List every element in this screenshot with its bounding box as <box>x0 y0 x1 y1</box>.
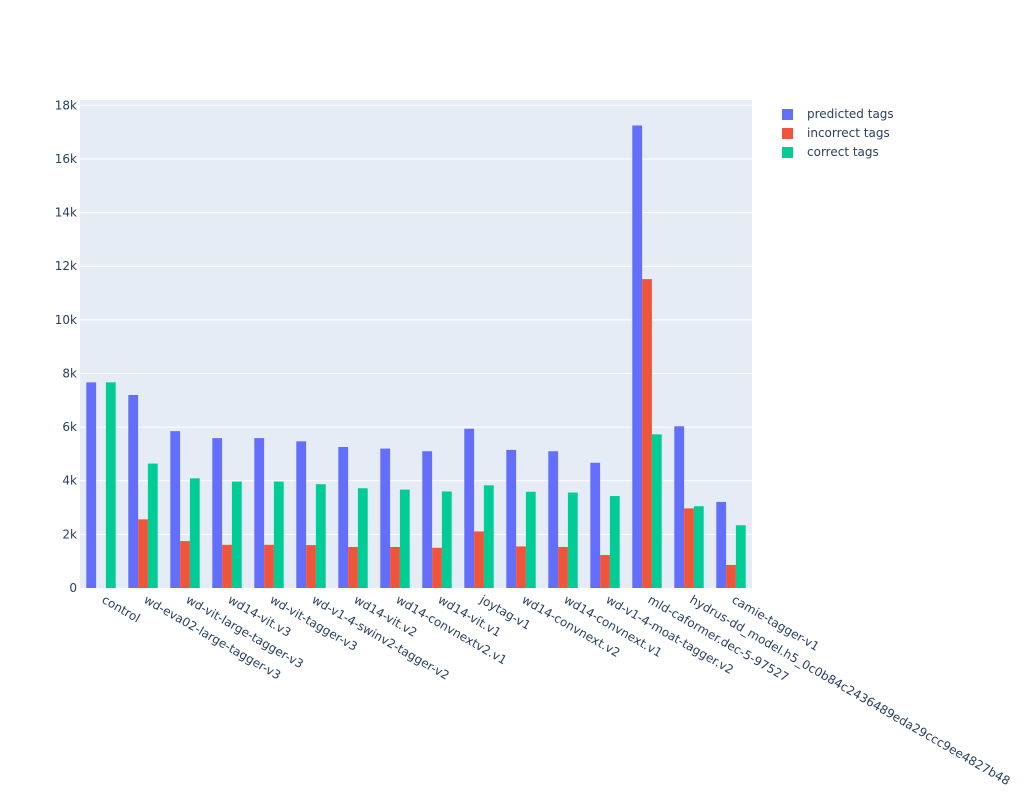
y-tick-label: 2k <box>62 527 77 541</box>
y-tick-label: 12k <box>55 259 77 273</box>
bar-correct-tags[interactable] <box>273 481 284 588</box>
bar-incorrect-tags[interactable] <box>432 547 442 588</box>
bar-incorrect-tags[interactable] <box>264 544 274 588</box>
bar-correct-tags[interactable] <box>315 484 326 588</box>
bar-incorrect-tags[interactable] <box>726 564 736 588</box>
bar-predicted-tags[interactable] <box>590 462 601 588</box>
bar-predicted-tags[interactable] <box>632 125 643 588</box>
bar-predicted-tags[interactable] <box>170 431 181 588</box>
bar-incorrect-tags[interactable] <box>180 541 190 588</box>
y-tick-label: 6k <box>62 420 77 434</box>
bars <box>86 125 746 588</box>
y-tick-label: 18k <box>55 98 77 112</box>
y-axis: 0 2k 4k 6k 8k 10k 12k 14k 16k 18k <box>55 98 77 595</box>
bar-predicted-tags[interactable] <box>254 438 265 588</box>
bar-correct-tags[interactable] <box>441 491 452 588</box>
bar-predicted-tags[interactable] <box>422 451 433 588</box>
bar-predicted-tags[interactable] <box>548 451 559 588</box>
bar-correct-tags[interactable] <box>357 488 368 588</box>
legend-swatch[interactable] <box>782 109 793 120</box>
x-tick-label: hydrus-dd_model.h5_0c0b84c2436489eda29cc… <box>688 592 1013 788</box>
bar-incorrect-tags[interactable] <box>138 519 148 588</box>
bar-incorrect-tags[interactable] <box>642 279 652 588</box>
bar-correct-tags[interactable] <box>567 492 578 588</box>
legend-swatch[interactable] <box>782 128 793 139</box>
legend-label[interactable]: incorrect tags <box>807 126 890 140</box>
x-axis: controlwd-eva02-large-tagger-v3wd-vit-la… <box>100 592 1013 788</box>
bar-correct-tags[interactable] <box>147 463 158 588</box>
bar-incorrect-tags[interactable] <box>348 546 358 588</box>
bar-incorrect-tags[interactable] <box>558 546 568 588</box>
bar-correct-tags[interactable] <box>105 382 116 588</box>
bar-incorrect-tags[interactable] <box>390 546 400 588</box>
bar-predicted-tags[interactable] <box>380 448 391 588</box>
bar-incorrect-tags[interactable] <box>600 555 610 588</box>
legend-label[interactable]: correct tags <box>807 145 879 159</box>
bar-predicted-tags[interactable] <box>674 426 685 588</box>
bar-correct-tags[interactable] <box>693 506 704 588</box>
y-tick-label: 0 <box>69 581 77 595</box>
bar-predicted-tags[interactable] <box>86 382 97 588</box>
legend[interactable]: predicted tags incorrect tags correct tags <box>782 107 894 159</box>
legend-label[interactable]: predicted tags <box>807 107 894 121</box>
bar-predicted-tags[interactable] <box>296 441 307 588</box>
bar-correct-tags[interactable] <box>231 481 242 588</box>
bar-correct-tags[interactable] <box>483 485 494 588</box>
bar-predicted-tags[interactable] <box>464 428 475 588</box>
y-tick-label: 14k <box>55 206 77 220</box>
bar-incorrect-tags[interactable] <box>222 544 232 588</box>
bar-incorrect-tags[interactable] <box>474 531 484 588</box>
y-tick-label: 8k <box>62 366 77 380</box>
bar-predicted-tags[interactable] <box>506 449 517 588</box>
bar-correct-tags[interactable] <box>735 525 746 588</box>
bar-correct-tags[interactable] <box>609 496 620 588</box>
y-tick-label: 16k <box>55 152 77 166</box>
bar-predicted-tags[interactable] <box>128 394 139 588</box>
bar-correct-tags[interactable] <box>525 491 536 588</box>
bar-incorrect-tags[interactable] <box>516 546 526 588</box>
y-tick-label: 10k <box>55 313 77 327</box>
bar-incorrect-tags[interactable] <box>306 545 316 588</box>
bar-correct-tags[interactable] <box>189 478 200 588</box>
legend-swatch[interactable] <box>782 147 793 158</box>
bar-predicted-tags[interactable] <box>212 438 223 588</box>
bar-correct-tags[interactable] <box>399 489 410 588</box>
bar-incorrect-tags[interactable] <box>684 508 694 588</box>
bar-predicted-tags[interactable] <box>338 446 349 588</box>
bar-correct-tags[interactable] <box>651 434 662 588</box>
bar-predicted-tags[interactable] <box>716 501 727 588</box>
y-tick-label: 4k <box>62 474 77 488</box>
x-tick-label: control <box>100 592 143 625</box>
